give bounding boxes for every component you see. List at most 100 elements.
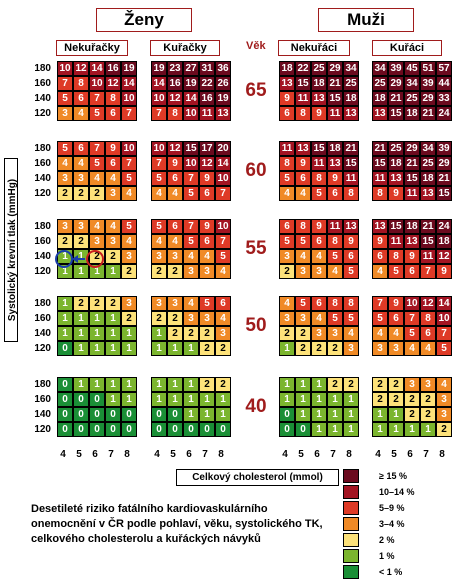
risk-cell: 2: [167, 264, 183, 279]
risk-cell: 14: [436, 296, 452, 311]
risk-cell: 10: [151, 141, 167, 156]
risk-cell: 6: [404, 264, 420, 279]
risk-cell: 1: [343, 407, 359, 422]
risk-cell: 7: [436, 326, 452, 341]
risk-cell: 34: [420, 141, 436, 156]
chol-tick-label: 7: [330, 449, 336, 460]
age-label: 55: [245, 238, 267, 259]
risk-cell: 18: [404, 219, 420, 234]
risk-cell: 1: [73, 377, 89, 392]
risk-cell: 57: [436, 61, 452, 76]
risk-cell: 1: [167, 392, 183, 407]
sbp-tick-label: 160: [34, 313, 51, 324]
risk-cell: 13: [372, 219, 388, 234]
risk-cell: 5: [327, 249, 343, 264]
risk-cell: 23: [167, 61, 183, 76]
risk-cell: 2: [372, 377, 388, 392]
risk-cell: 1: [151, 377, 167, 392]
risk-cell: 39: [388, 61, 404, 76]
chol-tick-label: 6: [92, 449, 98, 460]
risk-cell: 12: [167, 91, 183, 106]
risk-cell: 0: [151, 422, 167, 437]
risk-cell: 7: [151, 156, 167, 171]
risk-cell: 1: [105, 392, 121, 407]
annotation-circle-1: [55, 250, 73, 268]
risk-cell: 13: [420, 186, 436, 201]
risk-cell: 8: [295, 106, 311, 121]
risk-cell: 1: [121, 377, 137, 392]
legend-label: < 1 %: [379, 567, 403, 577]
risk-cell: 34: [372, 61, 388, 76]
chol-tick-label: 7: [108, 449, 114, 460]
risk-cell: 18: [279, 61, 295, 76]
risk-cell: 9: [105, 141, 121, 156]
risk-cell: 11: [279, 141, 295, 156]
risk-cell: 29: [420, 91, 436, 106]
risk-cell: 0: [73, 422, 89, 437]
risk-cell: 12: [199, 156, 215, 171]
risk-cell: 8: [372, 186, 388, 201]
sbp-tick-label: 160: [34, 236, 51, 247]
sbp-tick-label: 180: [34, 298, 51, 309]
risk-cell: 6: [420, 326, 436, 341]
group-men-nonsmoker: Nekuřáci: [278, 40, 350, 56]
risk-cell: 29: [436, 156, 452, 171]
risk-cell: 1: [372, 407, 388, 422]
risk-cell: 6: [167, 219, 183, 234]
chol-tick-label: 6: [314, 449, 320, 460]
risk-cell: 25: [343, 76, 359, 91]
risk-cell: 6: [295, 171, 311, 186]
risk-cell: 5: [199, 296, 215, 311]
risk-cell: 4: [183, 249, 199, 264]
risk-cell: 5: [89, 106, 105, 121]
risk-cell: 1: [215, 407, 231, 422]
risk-cell: 14: [215, 156, 231, 171]
risk-cell: 3: [404, 377, 420, 392]
sbp-tick-label: 160: [34, 78, 51, 89]
risk-cell: 0: [279, 422, 295, 437]
risk-cell: 8: [295, 219, 311, 234]
risk-cell: 4: [73, 106, 89, 121]
risk-cell: 7: [121, 106, 137, 121]
risk-cell: 8: [343, 296, 359, 311]
risk-cell: 13: [388, 171, 404, 186]
risk-cell: 19: [121, 61, 137, 76]
risk-cell: 1: [343, 392, 359, 407]
risk-cell: 12: [420, 296, 436, 311]
risk-cell: 18: [372, 91, 388, 106]
risk-cell: 7: [89, 141, 105, 156]
risk-cell: 2: [327, 377, 343, 392]
risk-cell: 10: [57, 61, 73, 76]
risk-cell: 21: [436, 171, 452, 186]
legend-label: 2 %: [379, 535, 395, 545]
risk-cell: 18: [404, 106, 420, 121]
risk-cell: 0: [167, 407, 183, 422]
sbp-tick-label: 160: [34, 394, 51, 405]
risk-cell: 2: [388, 392, 404, 407]
risk-cell: 4: [105, 219, 121, 234]
risk-cell: 5: [343, 311, 359, 326]
risk-cell: 9: [311, 106, 327, 121]
risk-cell: 3: [57, 106, 73, 121]
risk-cell: 3: [183, 264, 199, 279]
risk-cell: 2: [215, 377, 231, 392]
chol-tick-label: 8: [124, 449, 130, 460]
risk-cell: 1: [343, 422, 359, 437]
risk-cell: 3: [388, 341, 404, 356]
risk-cell: 3: [436, 407, 452, 422]
risk-cell: 13: [372, 106, 388, 121]
risk-cell: 18: [388, 156, 404, 171]
risk-cell: 1: [199, 407, 215, 422]
risk-cell: 6: [372, 249, 388, 264]
risk-cell: 3: [57, 219, 73, 234]
risk-cell: 2: [121, 264, 137, 279]
risk-cell: 0: [279, 407, 295, 422]
risk-cell: 1: [215, 392, 231, 407]
risk-cell: 1: [151, 341, 167, 356]
risk-cell: 1: [183, 407, 199, 422]
risk-cell: 13: [311, 91, 327, 106]
risk-cell: 2: [105, 296, 121, 311]
risk-cell: 10: [183, 106, 199, 121]
risk-cell: 0: [57, 392, 73, 407]
risk-cell: 10: [183, 156, 199, 171]
